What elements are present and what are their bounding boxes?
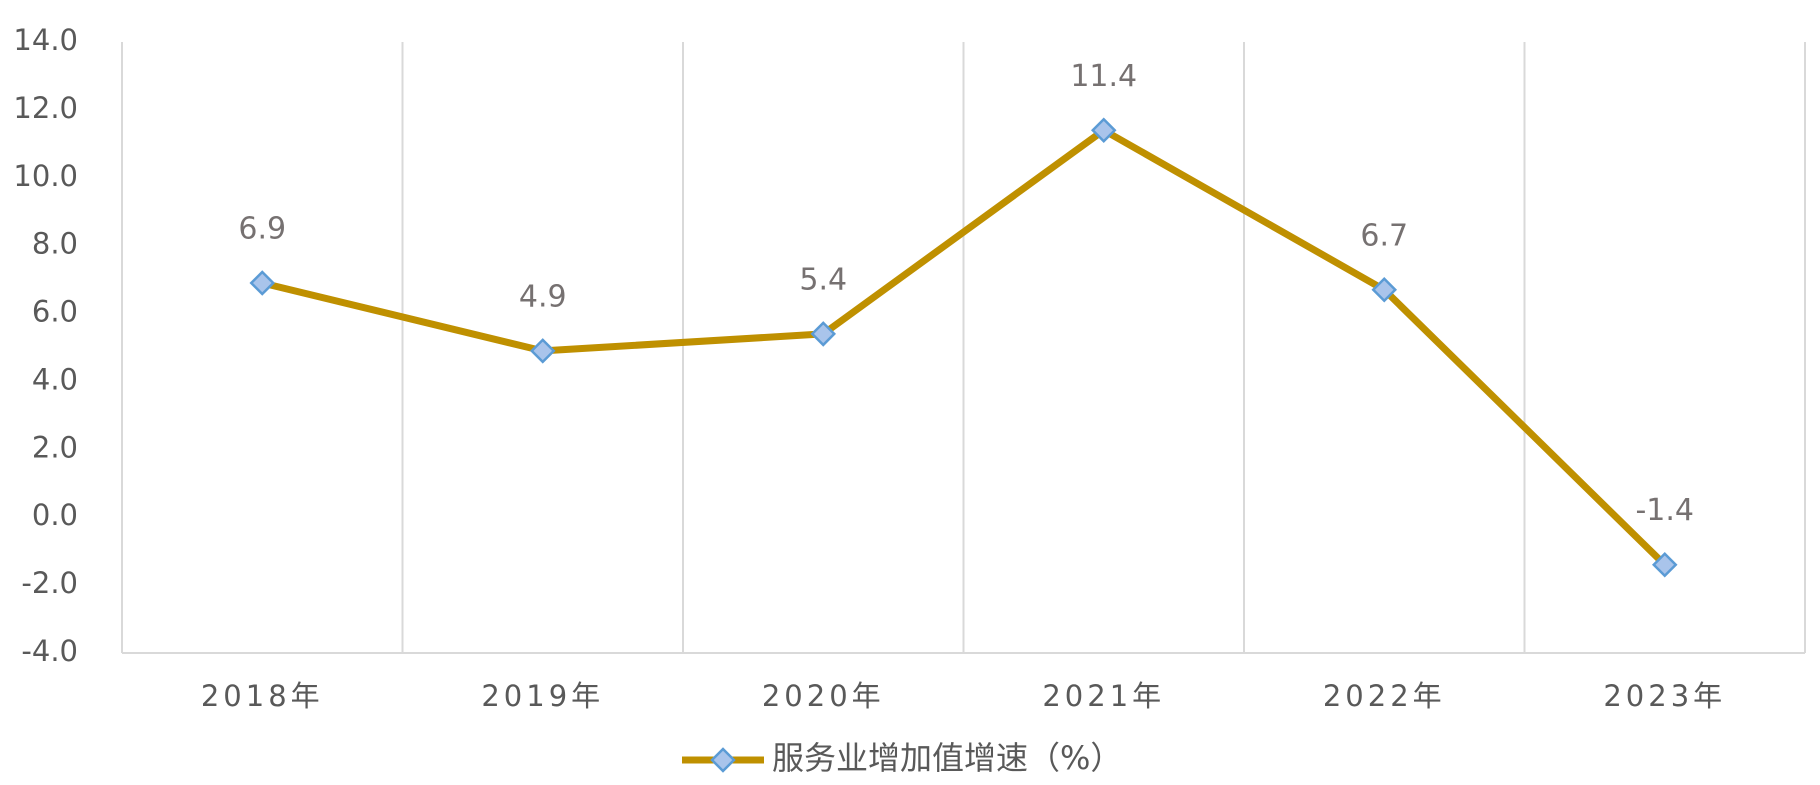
data-label: 5.4	[799, 262, 847, 297]
y-tick-label: -2.0	[21, 566, 78, 600]
data-label: 11.4	[1070, 59, 1137, 94]
data-label: -1.4	[1635, 493, 1694, 528]
y-tick-label: 0.0	[32, 498, 78, 532]
x-tick-label: 2020年	[762, 679, 885, 713]
marker	[249, 270, 276, 296]
x-tick-label: 2021年	[1042, 679, 1165, 713]
y-tick-label: 8.0	[32, 227, 78, 261]
legend-marker	[710, 747, 736, 773]
marker	[529, 338, 556, 364]
x-tick-label: 2022年	[1323, 679, 1446, 713]
y-tick-label: 12.0	[13, 91, 78, 125]
y-tick-label: -4.0	[21, 634, 78, 668]
marker	[1090, 117, 1117, 144]
y-tick-label: 6.0	[32, 295, 78, 329]
x-tick-label: 2023年	[1603, 679, 1726, 713]
data-label: 6.7	[1360, 218, 1408, 253]
x-tick-label: 2019年	[481, 679, 604, 713]
y-tick-label: 14.0	[13, 23, 78, 57]
y-tick-label: 2.0	[32, 430, 78, 464]
series-line	[261, 126, 1668, 568]
marker	[810, 321, 837, 347]
data-label: 4.9	[519, 279, 567, 314]
legend-label: 服务业增加值增速（%）	[772, 739, 1122, 777]
marker	[1651, 551, 1678, 578]
marker	[1371, 277, 1398, 303]
x-tick-label: 2018年	[201, 679, 324, 713]
y-tick-label: 10.0	[13, 159, 78, 193]
data-label: 6.9	[238, 212, 286, 247]
y-tick-label: 4.0	[32, 362, 78, 396]
